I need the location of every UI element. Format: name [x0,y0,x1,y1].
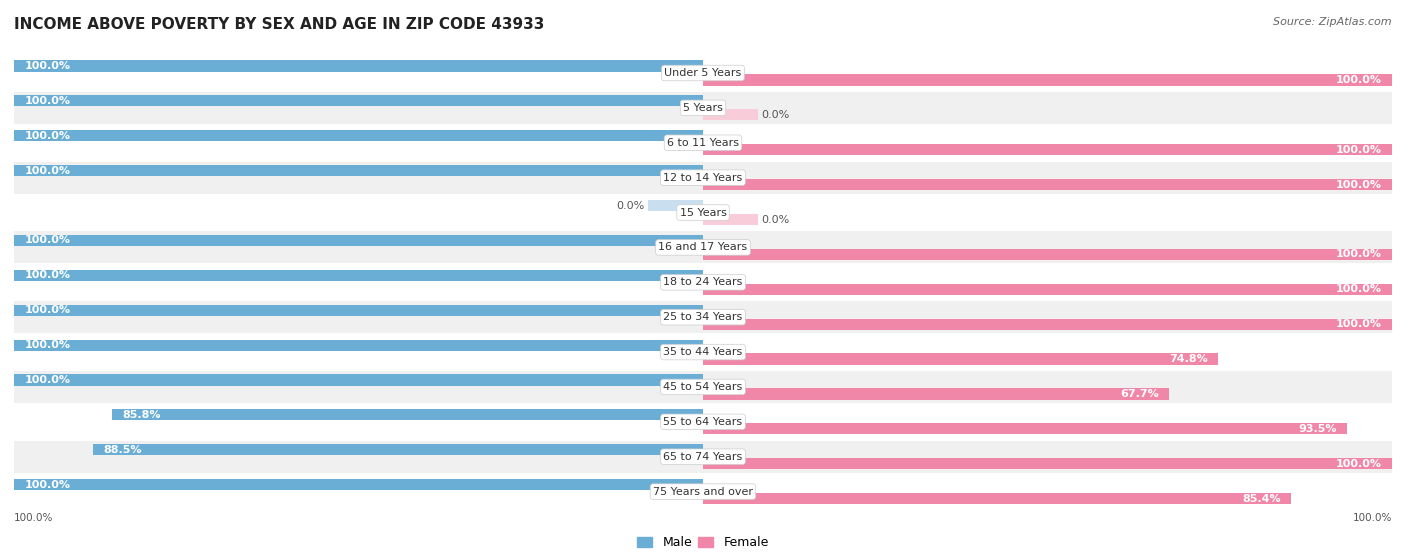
Bar [14,92,1392,124]
Text: 100.0%: 100.0% [24,271,70,280]
Bar [703,389,1170,400]
Bar [14,266,1392,299]
Text: 100.0%: 100.0% [24,480,70,490]
Text: 100.0%: 100.0% [24,340,70,350]
Bar [703,458,1392,469]
Text: 100.0%: 100.0% [1353,513,1392,523]
Bar [14,301,1392,333]
Text: 100.0%: 100.0% [24,131,70,141]
Text: INCOME ABOVE POVERTY BY SEX AND AGE IN ZIP CODE 43933: INCOME ABOVE POVERTY BY SEX AND AGE IN Z… [14,17,544,32]
Bar [14,165,703,176]
Bar [93,444,703,456]
Bar [14,57,1392,89]
Bar [14,96,703,106]
Bar [14,270,703,281]
Bar [14,235,703,246]
Bar [14,305,703,316]
Text: 100.0%: 100.0% [14,513,53,523]
Text: 45 to 54 Years: 45 to 54 Years [664,382,742,392]
Text: 74.8%: 74.8% [1170,354,1208,364]
Text: 0.0%: 0.0% [616,201,644,211]
Bar [703,319,1392,330]
Bar [14,406,1392,438]
Text: 65 to 74 Years: 65 to 74 Years [664,452,742,462]
Text: 100.0%: 100.0% [24,375,70,385]
Bar [14,196,1392,229]
Text: 100.0%: 100.0% [24,235,70,245]
Text: 75 Years and over: 75 Years and over [652,486,754,496]
Text: 67.7%: 67.7% [1121,389,1159,399]
Text: 100.0%: 100.0% [24,165,70,176]
Bar [14,375,703,386]
Text: 100.0%: 100.0% [1336,75,1382,85]
Text: 0.0%: 0.0% [762,110,790,120]
Text: 25 to 34 Years: 25 to 34 Years [664,312,742,322]
Text: 5 Years: 5 Years [683,103,723,113]
Bar [703,109,758,120]
Bar [703,249,1392,260]
Legend: Male, Female: Male, Female [633,532,773,555]
Text: 35 to 44 Years: 35 to 44 Years [664,347,742,357]
Text: 15 Years: 15 Years [679,207,727,217]
Text: 100.0%: 100.0% [1336,179,1382,190]
Text: 100.0%: 100.0% [24,96,70,106]
Bar [703,423,1347,434]
Bar [14,162,1392,193]
Text: 100.0%: 100.0% [1336,145,1382,155]
Text: 88.5%: 88.5% [104,445,142,454]
Bar [703,74,1392,86]
Bar [14,476,1392,508]
Bar [14,60,703,72]
Text: 85.4%: 85.4% [1243,494,1281,504]
Bar [703,144,1392,155]
Text: 85.8%: 85.8% [122,410,160,420]
Text: 6 to 11 Years: 6 to 11 Years [666,138,740,148]
Bar [112,409,703,420]
Text: 93.5%: 93.5% [1298,424,1337,434]
Text: 100.0%: 100.0% [1336,285,1382,294]
Bar [14,479,703,490]
Bar [648,200,703,211]
Text: 18 to 24 Years: 18 to 24 Years [664,277,742,287]
Text: 100.0%: 100.0% [1336,459,1382,468]
Text: 16 and 17 Years: 16 and 17 Years [658,243,748,253]
Bar [703,283,1392,295]
Text: Source: ZipAtlas.com: Source: ZipAtlas.com [1274,17,1392,27]
Text: 12 to 14 Years: 12 to 14 Years [664,173,742,183]
Bar [703,353,1219,364]
Text: 100.0%: 100.0% [1336,249,1382,259]
Bar [14,339,703,350]
Bar [14,371,1392,403]
Bar [703,493,1291,504]
Text: 100.0%: 100.0% [24,305,70,315]
Bar [703,214,758,225]
Text: 55 to 64 Years: 55 to 64 Years [664,417,742,427]
Text: 100.0%: 100.0% [24,61,70,71]
Bar [14,440,1392,473]
Text: 0.0%: 0.0% [762,215,790,225]
Text: 100.0%: 100.0% [1336,319,1382,329]
Bar [14,336,1392,368]
Text: Under 5 Years: Under 5 Years [665,68,741,78]
Bar [14,127,1392,159]
Bar [14,231,1392,263]
Bar [14,130,703,141]
Bar [703,179,1392,190]
